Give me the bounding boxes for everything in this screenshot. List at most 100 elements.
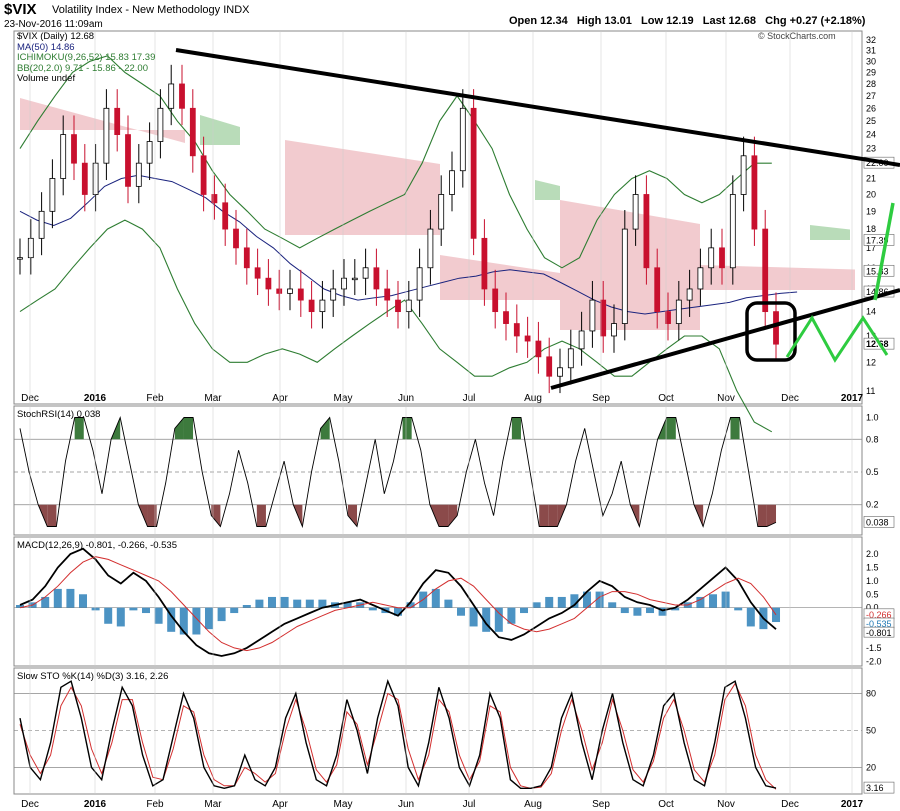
macd-histogram-bar [255, 599, 264, 608]
legend-bb: BB(20,2.0) 9.71 - 15.86 - 22.00 [17, 62, 148, 74]
y-tick-label: 32 [866, 35, 876, 45]
y-tick-label: 14 [866, 307, 876, 317]
lower-trendline [550, 288, 900, 390]
candle-body [103, 107, 110, 164]
candle-body [71, 134, 77, 164]
candle-body [643, 194, 650, 269]
bollinger-band-line [19, 55, 772, 269]
candle-body [697, 267, 704, 290]
candle-body [589, 299, 596, 332]
macd-legend: MACD(12,26,9) -0.801, -0.266, -0.535 [17, 540, 178, 551]
stochrsi-panel: 0.2 0.5 0.8 1.0 0.038 [14, 412, 895, 529]
x-tick-label: Feb [146, 799, 164, 810]
x-tick-label: Jun [398, 799, 414, 810]
candle-body [81, 162, 88, 195]
y-tick-label: 26 [866, 103, 876, 113]
ichimoku-cloud [440, 255, 560, 300]
macd-histogram-bar [746, 607, 755, 627]
y-tick-label: 17 [866, 243, 876, 253]
x-tick-label: Mar [204, 799, 222, 810]
stochrsi-oversold-fill [548, 504, 558, 527]
candle-body [611, 323, 617, 337]
macd-histogram-bar [305, 599, 314, 608]
candle-body [470, 107, 477, 239]
right-value-box [863, 781, 895, 794]
stochrsi-oversold-fill [47, 504, 57, 527]
candle-body [503, 311, 509, 324]
candle-body [546, 356, 553, 377]
stochrsi-oversold-fill [347, 504, 358, 527]
stochrsi-overbought-fill [183, 417, 194, 440]
macd-histogram-bar [721, 591, 730, 608]
y-tick-label: 23 [866, 144, 876, 154]
macd-histogram-bar [406, 602, 415, 608]
right-value-label: 17.39 [866, 235, 889, 245]
y-tick-label: -1.5 [866, 643, 882, 653]
symbol-name: Volatility Index - New Methodology INDX [52, 4, 250, 16]
legend-ichimoku: ICHIMOKU(9,26,52) 15.83 17.39 [17, 52, 156, 63]
macd-histogram-bar [79, 594, 88, 608]
candle-body [449, 170, 455, 195]
right-value-label: 3.16 [866, 783, 884, 793]
macd-histogram-bar [444, 599, 453, 608]
candle-body [384, 288, 391, 301]
candle-body [362, 267, 369, 279]
candle-body [719, 247, 725, 269]
candle-body [287, 288, 293, 294]
y-tick-label: 28 [866, 79, 876, 89]
macd-histogram-bar [16, 605, 24, 608]
price-legend: $VIX (Daily) 12.68 MA(50) 14.86 ICHIMOKU… [17, 31, 156, 85]
x-tick-label: Nov [717, 799, 735, 810]
y-tick-label: 0.2 [866, 500, 879, 510]
y-tick-label: 1.5 [866, 562, 879, 572]
macd-histogram-bar [41, 596, 50, 608]
candle-body [708, 247, 715, 269]
macd-histogram-bar [129, 607, 138, 611]
stochrsi-overbought-fill [174, 417, 184, 440]
legend-volume: Volume undef [17, 73, 76, 84]
candle-body [665, 311, 671, 324]
stochrsi-oversold-fill [211, 504, 221, 527]
macd-histogram-bar [494, 607, 503, 632]
y-tick-label: 27 [866, 91, 876, 101]
macd-histogram-bar [104, 607, 113, 624]
stochrsi-oversold-fill [147, 504, 157, 527]
macd-histogram-bar [583, 591, 592, 608]
candle-body [189, 107, 196, 157]
y-tick-label: 1.0 [866, 412, 879, 422]
slowsto-legend: Slow STO %K(14) %D(3) 3.16, 2.26 [17, 671, 169, 682]
legend-vix: $VIX (Daily) 12.68 [17, 31, 95, 42]
ichimoku-cloud [810, 225, 850, 240]
candle-body [567, 348, 574, 369]
y-tick-label: 50 [866, 725, 876, 735]
projection-zigzag [785, 315, 889, 363]
y-tick-label: 11 [866, 386, 875, 396]
macd-panel-frame [13, 536, 863, 667]
macd-histogram-bar [343, 602, 352, 608]
macd-histogram-bar [671, 607, 680, 611]
y-tick-label: 31 [866, 46, 876, 56]
candle-body [729, 194, 736, 269]
candle-body [762, 228, 769, 313]
y-tick-label: 1.0 [866, 576, 879, 586]
right-value-label: -0.535 [866, 619, 892, 629]
macd-histogram-bar [595, 591, 604, 608]
macd-histogram-bar [318, 599, 327, 608]
y-tick-label: 20 [866, 762, 876, 772]
candle-body [751, 155, 758, 230]
candle-body [114, 107, 121, 135]
macd-histogram-bar [646, 607, 655, 614]
y-tick-label: 29 [866, 67, 876, 77]
candle-body [265, 277, 272, 290]
stochrsi-oversold-fill [539, 504, 549, 527]
candle-body [319, 299, 326, 313]
candle-body [351, 277, 358, 281]
x-tick-label: 2017 [841, 799, 864, 810]
macd-histogram-bar [457, 607, 466, 616]
macd-histogram-bar [368, 607, 377, 611]
y-tick-label: 19 [866, 206, 876, 216]
candle-body [773, 311, 779, 345]
stochrsi-oversold-fill [766, 504, 777, 527]
y-tick-label: 2.0 [866, 549, 879, 559]
candle-body [49, 178, 56, 212]
